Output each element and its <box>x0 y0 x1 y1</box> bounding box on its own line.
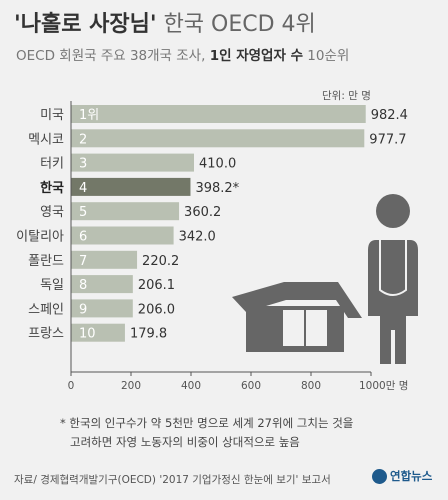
category-label: 미국 <box>40 108 64 123</box>
category-label: 터키 <box>40 157 64 172</box>
category-label: 이탈리아 <box>16 230 64 245</box>
bar-rank-label: 5 <box>79 205 87 220</box>
person-apron-icon <box>379 240 407 296</box>
bar-rank-label: 7 <box>79 254 87 269</box>
bar-rank-label: 3 <box>79 157 87 172</box>
x-tick-label: 800 <box>301 380 321 392</box>
shop-roof-icon <box>232 282 362 318</box>
yonhap-logo: 연합뉴스 <box>372 468 432 484</box>
bar-rank-label: 2 <box>79 132 87 147</box>
bar-rank-label: 8 <box>79 278 87 293</box>
bar-value-label: 398.2* <box>195 181 239 196</box>
category-label: 한국 <box>40 180 64 196</box>
bar-value-label: 342.0 <box>179 230 216 245</box>
bar-value-label: 206.0 <box>138 302 175 317</box>
shop-window-icon <box>236 318 246 330</box>
person-leg-right-icon <box>395 312 406 364</box>
bar <box>71 226 174 245</box>
category-label: 영국 <box>40 205 64 220</box>
x-tick-label: 1000만 명 <box>359 380 408 392</box>
bar-value-label: 179.8 <box>130 327 167 342</box>
category-label: 프랑스 <box>28 327 64 342</box>
yonhap-logo-icon <box>372 468 387 484</box>
yonhap-logo-text: 연합뉴스 <box>390 469 433 483</box>
bar-value-label: 206.1 <box>138 278 175 293</box>
unit-label: 단위: 만 명 <box>322 90 371 102</box>
bar <box>71 275 133 294</box>
x-tick-label: 600 <box>241 380 261 392</box>
title-rest: 한국 OECD 4위 <box>156 12 316 37</box>
bar-value-label: 977.7 <box>369 132 406 147</box>
footnote-line-1: * 한국의 인구수가 약 5천만 명으로 세계 27위에 그치는 것을 <box>60 416 354 430</box>
person-body-icon <box>368 240 418 330</box>
bar <box>71 129 365 148</box>
x-tick-label: 200 <box>121 380 141 392</box>
bar-rank-label: 9 <box>79 302 87 317</box>
bar-value-label: 220.2 <box>142 254 179 269</box>
bar <box>71 177 191 196</box>
bar <box>71 250 138 269</box>
footnote-line-2: 고려하면 자영 노동자의 비중이 상대적으로 높음 <box>70 435 300 449</box>
title-emphasis: '나홀로 사장님' <box>14 12 157 37</box>
bar-rank-label: 10 <box>79 327 96 342</box>
subtitle-pre: OECD 회원국 주요 38개국 조사, <box>16 48 210 64</box>
bar <box>71 153 194 172</box>
bar <box>71 323 125 342</box>
footnote: * 한국의 인구수가 약 5천만 명으로 세계 27위에 그치는 것을 고려하면… <box>60 414 353 452</box>
source-credit: 자료/ 경제협력개발기구(OECD) '2017 기업가정신 한눈에 보기' 보… <box>14 474 331 486</box>
x-tick-label: 0 <box>68 380 75 392</box>
bar-value-label: 360.2 <box>184 205 221 220</box>
bar-value-label: 410.0 <box>199 157 236 172</box>
bar <box>71 299 133 318</box>
bar-value-label: 982.4 <box>371 108 408 123</box>
bar-rank-label: 4 <box>79 181 87 196</box>
subtitle-post: 10순위 <box>303 48 350 64</box>
x-tick-label: 400 <box>181 380 201 392</box>
bar-rank-label: 1위 <box>79 108 99 123</box>
subtitle-bold: 1인 자영업자 수 <box>209 48 304 64</box>
person-head-icon <box>376 194 410 228</box>
category-label: 독일 <box>40 278 64 293</box>
chart-title: '나홀로 사장님' 한국 OECD 4위 <box>14 6 316 38</box>
bar-rank-label: 6 <box>79 230 87 245</box>
category-label: 스페인 <box>28 302 64 317</box>
category-label: 멕시코 <box>28 132 64 147</box>
category-label: 폴란드 <box>28 254 64 269</box>
bar <box>71 202 180 221</box>
person-leg-left-icon <box>380 312 391 364</box>
chart-subtitle: OECD 회원국 주요 38개국 조사, 1인 자영업자 수 10순위 <box>16 44 349 64</box>
bar <box>71 105 366 123</box>
